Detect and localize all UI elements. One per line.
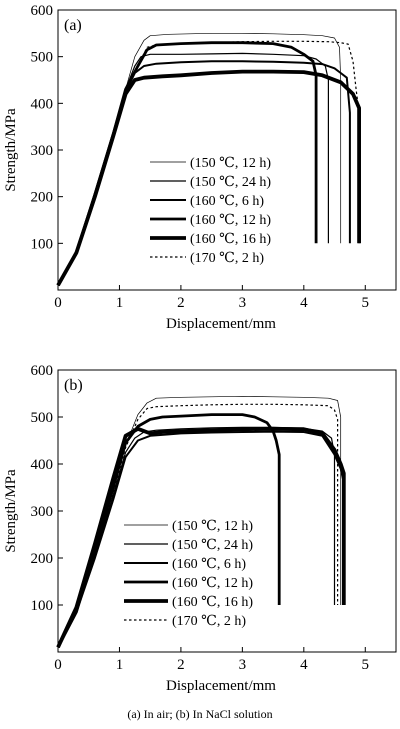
y-tick-label: 200 <box>31 190 54 206</box>
x-tick-label: 2 <box>177 657 185 673</box>
legend: (150 ℃, 12 h) (150 ℃, 24 h) (160 ℃, 6 h) (1… <box>124 519 253 629</box>
x-tick-label: 4 <box>300 657 308 673</box>
y-tick-label: 500 <box>31 410 54 426</box>
y-tick-label: 600 <box>31 3 54 19</box>
x-tick-label: 5 <box>362 295 370 311</box>
x-tick-label: 1 <box>116 295 124 311</box>
y-axis-label: Strength/MPa <box>3 108 19 192</box>
y-tick-label: 600 <box>31 363 54 379</box>
y-tick-label: 300 <box>31 143 54 159</box>
series-line-4 <box>56 413 281 648</box>
series-line-6 <box>57 403 339 648</box>
y-tick-label: 100 <box>31 598 54 614</box>
panel-label: (b) <box>64 377 83 394</box>
series-line-5 <box>56 69 362 287</box>
x-tick-label: 1 <box>116 657 124 673</box>
y-axis-label: Strength/MPa <box>3 469 19 553</box>
y-tick-label: 400 <box>31 457 54 473</box>
legend-entry-3: (160 ℃, 6 h) <box>172 557 246 572</box>
x-tick-label: 0 <box>54 295 62 311</box>
panel-b: 0 1 2 3 4 5 100 200 300 400 500 600 Displacement/mm S… <box>3 363 397 694</box>
x-tick-label: 5 <box>362 657 370 673</box>
panel-label: (a) <box>64 17 82 34</box>
legend-entry-5: (160 ℃, 16 h) <box>172 595 253 610</box>
series-line-5 <box>56 426 346 649</box>
series-line-4 <box>56 41 318 286</box>
y-tick-label: 300 <box>31 504 54 520</box>
legend-entry-1: (150 ℃, 12 h) <box>172 519 253 534</box>
figure-caption: (a) In air; (b) In NaCl solution <box>127 707 273 721</box>
x-axis-label: Displacement/mm <box>166 316 276 332</box>
x-tick-label: 3 <box>239 295 247 311</box>
x-axis-label: Displacement/mm <box>166 678 276 694</box>
legend-entry-1: (150 ℃, 12 h) <box>190 156 271 171</box>
series-line-2 <box>57 426 336 648</box>
x-tick-label: 4 <box>300 295 308 311</box>
panel-a: 0 1 2 3 4 5 100 200 300 400 500 600 Displacement/mm S… <box>3 3 397 332</box>
legend-entry-6: (170 ℃, 2 h) <box>172 614 246 629</box>
x-tick-label: 3 <box>239 657 247 673</box>
legend: (150 ℃, 12 h) (150 ℃, 24 h) (160 ℃, 6 h) (1… <box>150 156 271 266</box>
legend-entry-6: (170 ℃, 2 h) <box>190 251 264 266</box>
x-tick-label: 0 <box>54 657 62 673</box>
legend-entry-2: (150 ℃, 24 h) <box>190 175 271 190</box>
series-line-6 <box>57 40 360 286</box>
y-tick-label: 500 <box>31 50 54 66</box>
legend-entry-3: (160 ℃, 6 h) <box>190 194 264 209</box>
x-tick-label: 2 <box>177 295 185 311</box>
legend-entry-4: (160 ℃, 12 h) <box>190 213 271 228</box>
legend-entry-4: (160 ℃, 12 h) <box>172 576 253 591</box>
y-tick-label: 200 <box>31 551 54 567</box>
y-tick-label: 100 <box>31 236 54 252</box>
legend-entry-2: (150 ℃, 24 h) <box>172 538 253 553</box>
y-tick-label: 400 <box>31 96 54 112</box>
legend-entry-5: (160 ℃, 16 h) <box>190 232 271 247</box>
